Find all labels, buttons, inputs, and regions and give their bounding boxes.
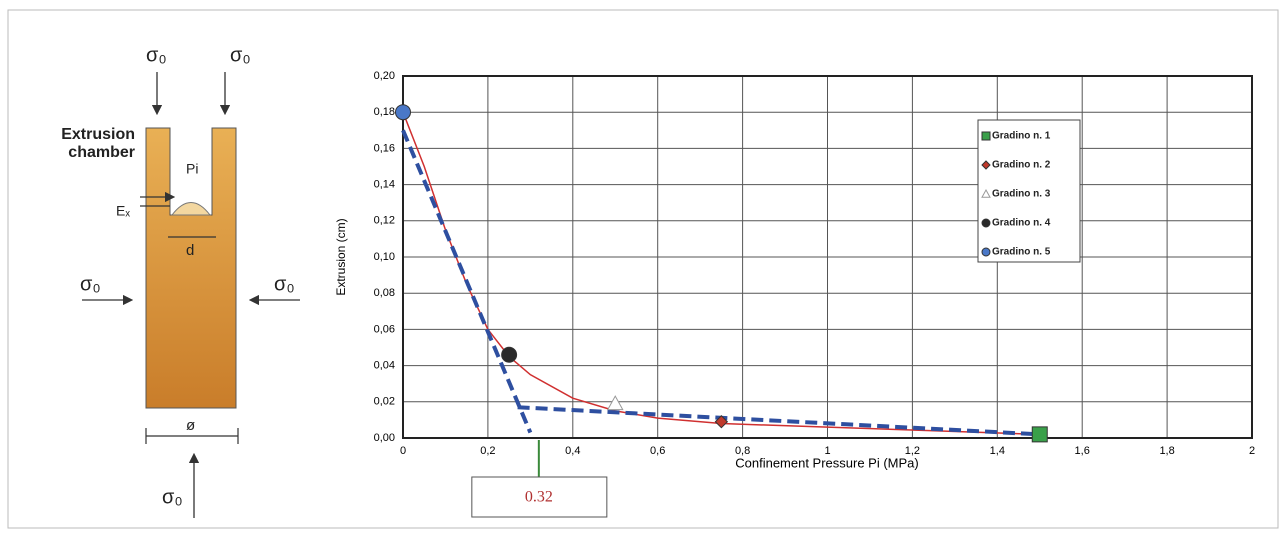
marker [714, 415, 729, 429]
y-tick-label: 0,08 [374, 287, 395, 299]
sigma-label: σ₀ [230, 44, 251, 66]
marker [501, 346, 518, 363]
diameter-label: d [186, 242, 194, 259]
marker [981, 247, 991, 257]
marker [981, 218, 991, 228]
x-tick-label: 1,8 [1159, 445, 1174, 457]
x-axis-label: Confinement Pressure Pi (MPa) [735, 455, 919, 470]
y-tick-label: 0,00 [374, 432, 395, 444]
legend-label: Gradino n. 1 [992, 131, 1051, 142]
marker [606, 395, 624, 411]
legend-label: Gradino n. 4 [992, 218, 1051, 229]
width-label: ø [186, 417, 195, 434]
chamber-label: Extrusion chamber [61, 126, 135, 161]
marker [981, 160, 991, 170]
legend-label: Gradino n. 5 [992, 247, 1051, 258]
extrusion-label: Eₓ [116, 203, 130, 219]
y-tick-label: 0,04 [374, 360, 395, 372]
x-tick-label: 0,4 [565, 445, 580, 457]
y-tick-label: 0,10 [374, 251, 395, 263]
y-tick-label: 0,16 [374, 142, 395, 154]
sigma-label: σ₀ [80, 273, 101, 295]
marker [1031, 426, 1048, 443]
frame [7, 9, 1279, 529]
x-tick-label: 0,2 [480, 445, 495, 457]
plot-frame [402, 75, 1253, 439]
sigma-label: σ₀ [274, 273, 295, 295]
arrows [82, 72, 300, 518]
diagram: σ₀ σ₀ σ₀ σ₀ σ₀ Extrusion chamber Pi Eₓ d… [61, 44, 300, 518]
annotation-box [471, 476, 608, 518]
sigma-label: σ₀ [162, 486, 183, 508]
x-tick-label: 1 [824, 445, 830, 457]
legend-label: Gradino n. 3 [992, 189, 1051, 200]
x-tick-label: 0,6 [650, 445, 665, 457]
x-tick-label: 1,4 [990, 445, 1005, 457]
marker [981, 188, 991, 198]
x-tick-label: 0,8 [735, 445, 750, 457]
trend-line [517, 405, 1040, 437]
chamber-label-box: Extrusion chamber [61, 126, 135, 161]
y-tick-label: 0,18 [374, 106, 395, 118]
x-tick-label: 0 [400, 445, 406, 457]
marker [395, 104, 411, 121]
x-tick-label: 1,2 [905, 445, 920, 457]
y-tick-label: 0,06 [374, 323, 395, 335]
legend-box [977, 119, 1081, 263]
dimension-lines [140, 205, 239, 444]
y-axis-label: Extrusion (cm) [334, 218, 348, 295]
extrusion-dome [170, 202, 212, 216]
marker [981, 131, 991, 141]
y-tick-label: 0,14 [374, 179, 395, 191]
y-tick-label: 0,20 [374, 70, 395, 82]
y-tick-label: 0,02 [374, 396, 395, 408]
sigma-label: σ₀ [146, 44, 167, 66]
legend-label: Gradino n. 2 [992, 160, 1051, 171]
trend-line [401, 129, 533, 434]
x-tick-label: 1,6 [1075, 445, 1090, 457]
annotation-label: 0.32 [525, 489, 553, 506]
x-tick-label: 2 [1249, 445, 1255, 457]
pressure-label: Pi [186, 161, 198, 177]
y-tick-label: 0,12 [374, 215, 395, 227]
fit-curve [402, 111, 1040, 436]
